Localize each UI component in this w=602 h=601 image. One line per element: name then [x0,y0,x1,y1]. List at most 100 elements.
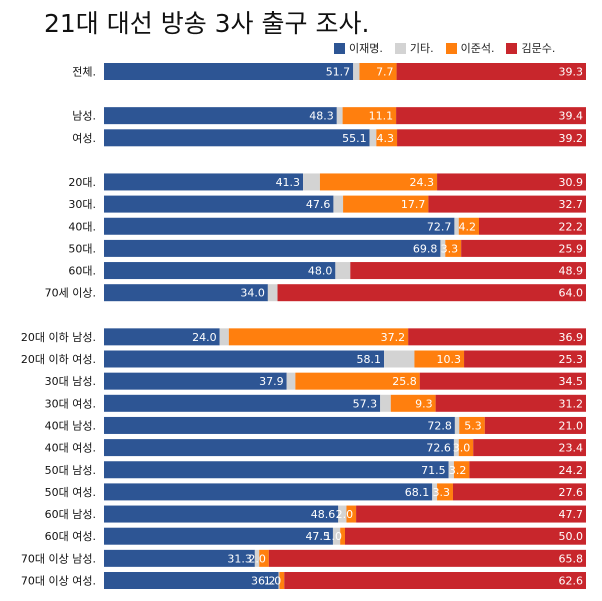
bar-segment [458,217,479,235]
data-label: 37.2 [381,331,406,344]
bar-segment [104,572,279,589]
bar-segment [437,173,586,191]
bar-segment [340,527,345,545]
bar-segment [432,483,438,501]
bar-segment [104,107,337,125]
data-label: 17.7 [401,198,426,211]
data-label: 51.7 [326,66,351,79]
bar-segment [419,372,586,390]
data-label: 36.2 [251,575,276,588]
category-label: 40대. [68,220,96,233]
data-label: 37.9 [259,375,284,388]
bar-segment [268,549,586,567]
category-label: 50대 여성. [45,486,96,499]
data-label: 23.4 [559,442,584,455]
bar-segment [319,173,438,191]
category-label: 30대 남성. [45,375,96,388]
category-label: 70대 이상 남성. [21,552,96,565]
bar-segment [464,350,586,368]
data-label: 47.5 [305,530,330,543]
data-label: 34.5 [559,375,584,388]
bar-segment [104,173,304,191]
bar-segment [104,416,455,434]
data-label: 21.0 [559,419,584,432]
bar-segment [336,107,343,125]
data-label: 10.3 [437,353,462,366]
bar-segment [104,239,441,257]
bar-segment [219,328,229,346]
bar-segment [303,173,320,191]
category-label: 40대 남성. [45,419,96,432]
bar-segment [104,328,220,346]
data-label: 3.0 [453,442,471,455]
data-label: 22.2 [559,220,584,233]
data-label: 39.4 [559,110,584,123]
legend-item-other: 기타. [394,40,434,56]
data-label: 11.1 [369,110,394,123]
bar-segment [369,129,377,147]
data-label: 39.2 [559,132,584,145]
bar-segment [376,129,398,147]
bar-segment [380,394,391,412]
bar-segment [259,549,269,567]
category-label: 50대 남성. [45,464,96,477]
data-label: 2.0 [248,552,266,565]
bar-segment [454,416,460,434]
bar-segment [104,394,381,412]
category-label: 70대 이상 여성. [21,575,96,588]
data-label: 39.3 [559,66,584,79]
data-label: 9.3 [415,397,433,410]
legend-item-lee-junseok: 이준석. [445,40,495,56]
legend: 이재명. 기타. 이준석. 김문수. [334,40,600,56]
data-label: 31.2 [559,397,584,410]
category-label: 60대. [68,265,96,278]
bar-segment [428,195,586,213]
data-label: 72.7 [427,220,452,233]
bar-segment [396,107,586,125]
bar-segment [228,328,409,346]
bar-segment [104,439,454,457]
data-label: 47.7 [559,508,584,521]
legend-item-kim-moonsoo: 김문수. [506,40,555,56]
bar-segment [342,107,397,125]
bar-segment [286,372,296,390]
data-label: 72.8 [427,419,452,432]
bar-segment [454,217,459,235]
bar-segment [332,527,341,545]
bar-segment [396,63,586,80]
bar-segment [408,328,586,346]
bar-segment [414,350,465,368]
legend-label: 이준석. [460,42,495,55]
data-label: 64.0 [559,287,584,300]
category-label: 60대 여성. [45,530,96,543]
bar-segment [277,284,586,302]
data-label: 48.9 [559,265,584,278]
bar-segment [338,505,347,523]
category-label: 전체. [72,66,96,79]
data-label: 57.3 [353,397,378,410]
legend-label: 기타. [409,42,434,55]
category-label: 50대. [68,242,96,255]
data-label: 7.7 [376,66,394,79]
bar-segment [353,63,360,80]
category-label: 20대. [68,176,96,189]
bar-segment [335,262,351,280]
data-label: 48.3 [309,110,334,123]
data-label: 30.9 [559,176,584,189]
bar-segment [333,195,344,213]
data-label: 48.6 [311,508,336,521]
bar-segment [359,63,397,80]
data-label: 3.3 [441,242,459,255]
bar-segment [356,505,586,523]
legend-swatch [394,42,406,54]
data-label: 55.1 [342,132,367,145]
data-label: 41.3 [276,176,301,189]
bar-segment [104,505,339,523]
bar-segment [104,63,354,80]
bar-segment [104,350,385,368]
data-label: 72.6 [426,442,451,455]
bar-segment [104,549,255,567]
bar-segment [448,461,454,479]
bar-segment [104,461,449,479]
